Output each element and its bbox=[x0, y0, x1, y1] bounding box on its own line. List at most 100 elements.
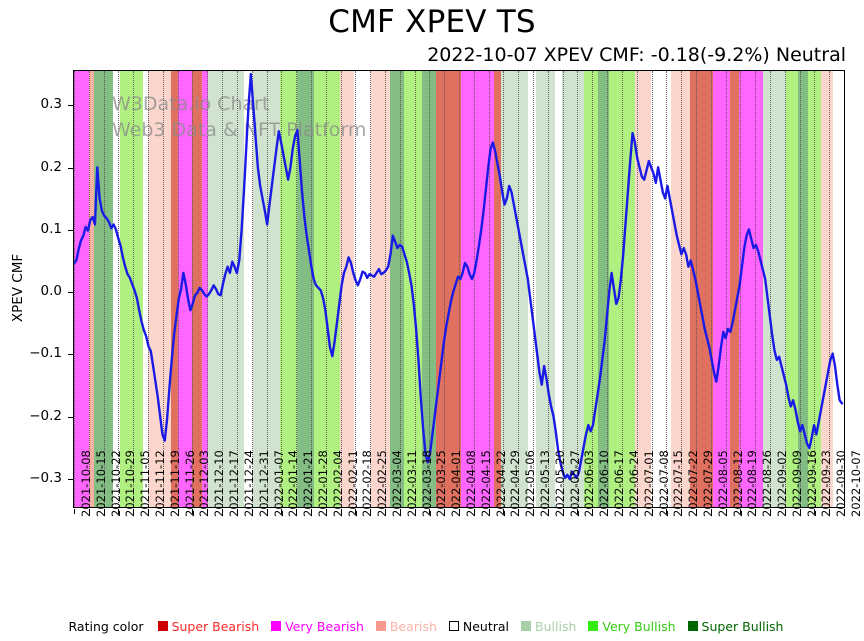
x-axis-tick-mark bbox=[636, 509, 638, 514]
x-axis-tick-mark bbox=[473, 509, 475, 514]
rating-band bbox=[354, 71, 372, 507]
rating-band bbox=[460, 71, 494, 507]
rating-band bbox=[501, 71, 529, 507]
x-axis-tick-label: 2022-02-25 bbox=[375, 450, 390, 517]
x-axis-tick-label: 2022-03-18 bbox=[419, 450, 434, 517]
rating-band bbox=[833, 71, 844, 507]
x-axis-tick-label: 2021-10-08 bbox=[79, 450, 93, 517]
x-axis-tick-mark bbox=[607, 509, 609, 514]
x-axis-tick-label: 2022-04-08 bbox=[464, 450, 478, 517]
rating-band bbox=[738, 71, 764, 507]
rating-band bbox=[634, 71, 652, 507]
x-axis-tick-label: 2022-09-02 bbox=[774, 450, 789, 517]
legend-item[interactable]: Super Bearish bbox=[157, 618, 260, 634]
legend-item[interactable]: Neutral bbox=[448, 618, 510, 634]
rating-band bbox=[555, 71, 563, 507]
rating-band bbox=[244, 71, 253, 507]
x-axis-tick-mark bbox=[666, 509, 668, 514]
y-axis-tick-label: −0.3 bbox=[29, 469, 62, 486]
x-axis-tick-mark bbox=[414, 509, 416, 514]
x-axis-tick-label: 2022-07-15 bbox=[671, 450, 686, 517]
rating-band bbox=[493, 71, 502, 507]
y-axis-tick-label: −0.2 bbox=[29, 407, 62, 424]
x-axis-tick-label: 2021-12-10 bbox=[212, 450, 227, 517]
rating-band bbox=[786, 71, 798, 507]
legend-swatch-icon bbox=[687, 621, 698, 631]
x-axis-tick-mark bbox=[88, 509, 90, 514]
x-axis-tick-mark bbox=[222, 509, 224, 514]
rating-band bbox=[89, 71, 94, 507]
x-axis-tick-mark bbox=[755, 509, 757, 514]
x-axis-tick-label: 2022-03-04 bbox=[389, 450, 404, 517]
cmf-line-series bbox=[74, 72, 844, 481]
x-axis-tick-label: 2022-05-27 bbox=[567, 450, 582, 517]
rating-band bbox=[690, 71, 714, 507]
legend-item-label: Super Bearish bbox=[171, 618, 260, 634]
x-axis-tick-mark bbox=[799, 509, 801, 514]
x-axis-tick-mark bbox=[621, 509, 623, 514]
y-axis-tick-mark bbox=[68, 416, 73, 418]
x-axis-tick-label: 2021-12-03 bbox=[197, 450, 212, 517]
x-axis-tick-mark bbox=[814, 509, 816, 514]
rating-band bbox=[670, 71, 690, 507]
x-axis-tick-label: 2021-10-22 bbox=[108, 450, 123, 517]
x-axis-tick-label: 2022-02-11 bbox=[345, 450, 360, 517]
rating-band bbox=[797, 71, 808, 507]
legend-item[interactable]: Very Bearish bbox=[271, 619, 364, 634]
x-axis-tick-label: 2022-08-05 bbox=[715, 450, 730, 517]
legend-swatch-icon bbox=[157, 621, 168, 631]
x-axis-tick-label: 2022-09-23 bbox=[819, 450, 834, 517]
legend: Rating color Super Bearish Very Bearish Be… bbox=[0, 616, 864, 636]
legend-item[interactable]: Bearish bbox=[375, 618, 437, 634]
rating-band bbox=[280, 71, 298, 507]
legend-item[interactable]: Super Bullish bbox=[687, 619, 783, 634]
y-axis-tick-label: 0.1 bbox=[40, 220, 62, 237]
x-axis-tick-mark bbox=[784, 509, 786, 514]
y-axis-tick-mark bbox=[68, 354, 73, 356]
x-axis-tick-mark bbox=[769, 509, 771, 514]
x-axis-tick-mark bbox=[384, 509, 386, 514]
x-axis-tick-mark bbox=[103, 509, 105, 514]
x-axis-tick-label: 2022-01-21 bbox=[301, 450, 316, 517]
legend-item[interactable]: Very Bullish bbox=[588, 619, 676, 634]
x-axis-tick-mark bbox=[562, 509, 564, 514]
x-axis-tick-label: 2022-03-11 bbox=[404, 450, 419, 517]
x-axis-tick-mark bbox=[355, 509, 357, 514]
y-axis-tick-mark bbox=[68, 105, 73, 107]
x-axis-tick-mark bbox=[236, 509, 238, 514]
rating-band bbox=[142, 71, 148, 507]
x-axis-tick-label: 2022-05-20 bbox=[552, 450, 567, 517]
x-axis-tick-label: 2021-11-26 bbox=[182, 450, 197, 517]
x-axis-tick-label: 2022-04-22 bbox=[493, 450, 508, 517]
y-axis-tick-mark bbox=[68, 229, 73, 231]
legend-item-label: Very Bearish bbox=[285, 618, 364, 634]
x-axis-tick-label: 2022-04-15 bbox=[478, 450, 493, 517]
x-axis-tick-mark bbox=[133, 509, 135, 514]
rating-band bbox=[113, 71, 121, 507]
legend-item-label: Neutral bbox=[462, 618, 510, 634]
x-axis-tick-mark bbox=[296, 509, 298, 514]
chart-subtitle: 2022-10-07 XPEV CMF: -0.18(-9.2%) Neutra… bbox=[427, 44, 846, 66]
x-axis-tick-mark bbox=[503, 509, 505, 514]
rating-band bbox=[583, 71, 598, 507]
x-axis-tick-mark bbox=[725, 509, 727, 514]
x-axis-tick-mark bbox=[651, 509, 653, 514]
x-axis: 2021-10-08 2021-10-15 2021-10-22 2021-10-29… bbox=[73, 450, 863, 609]
legend-item-label: Bearish bbox=[389, 618, 437, 634]
legend-item[interactable]: Bullish bbox=[521, 619, 576, 634]
rating-band bbox=[120, 71, 143, 507]
y-axis-tick-label: −0.1 bbox=[29, 345, 62, 362]
x-axis-tick-label: 2022-01-14 bbox=[286, 450, 301, 517]
chart-title: CMF XPEV TS bbox=[328, 4, 536, 40]
x-axis-tick-label: 2022-01-07 bbox=[271, 450, 286, 517]
x-axis-tick-label: 2022-09-09 bbox=[789, 450, 804, 517]
x-axis-tick-mark bbox=[399, 509, 401, 514]
rating-band bbox=[191, 71, 202, 507]
x-axis-tick-label: 2022-05-06 bbox=[523, 450, 538, 517]
x-axis-tick-label: 2021-11-05 bbox=[138, 450, 153, 517]
x-axis-tick-label: 2021-10-29 bbox=[123, 450, 138, 517]
rating-band bbox=[422, 71, 436, 507]
rating-band bbox=[597, 71, 610, 507]
x-axis-tick-mark bbox=[710, 509, 712, 514]
rating-band bbox=[730, 71, 739, 507]
